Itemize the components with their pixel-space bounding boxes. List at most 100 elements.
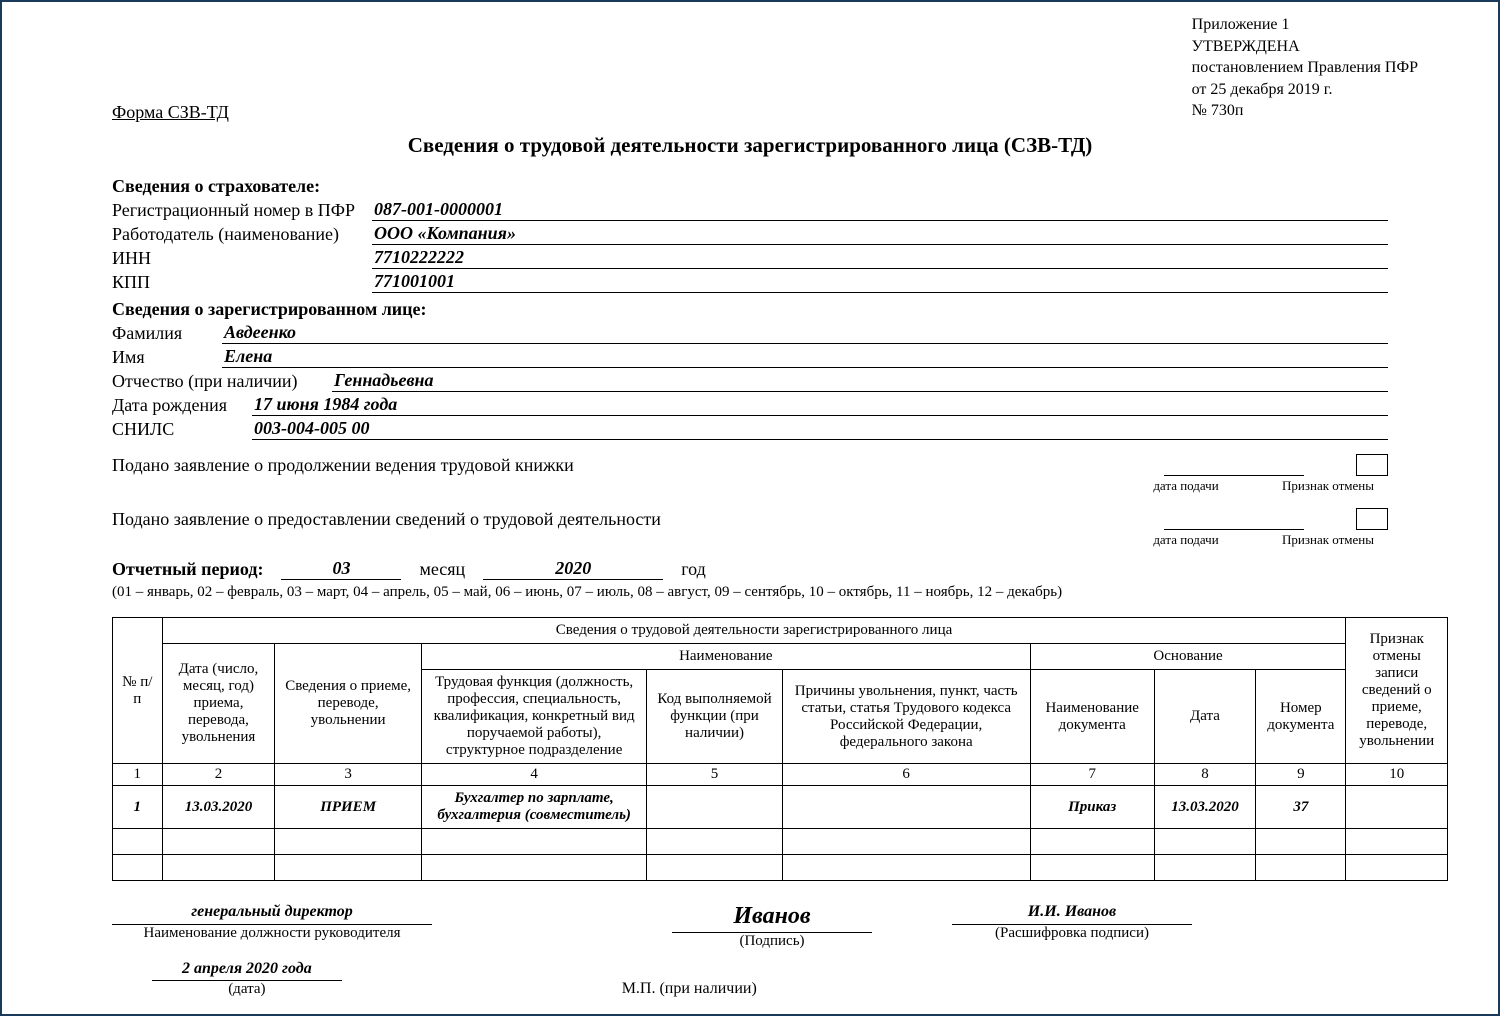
field-label: Имя bbox=[112, 347, 222, 368]
months-note: (01 – январь, 02 – февраль, 03 – март, 0… bbox=[112, 584, 1388, 601]
cell-n: 1 bbox=[113, 786, 163, 829]
declaration-date-caption: дата подачи bbox=[1116, 532, 1256, 548]
declaration-flag-caption: Признак отмены bbox=[1268, 532, 1388, 548]
field-value: ООО «Компания» bbox=[372, 223, 1388, 245]
field-value: Авдеенко bbox=[222, 322, 1388, 344]
col-num: 5 bbox=[647, 764, 782, 786]
field-label: СНИЛС bbox=[112, 419, 252, 440]
field-value: 17 июня 1984 года bbox=[252, 394, 1388, 416]
cell-reason bbox=[782, 786, 1030, 829]
col-header: Сведения о приеме, переводе, увольнении bbox=[275, 644, 422, 764]
field-label: Регистрационный номер в ПФР bbox=[112, 200, 372, 221]
period-year-label: год bbox=[681, 559, 706, 580]
col-header: Дата bbox=[1154, 670, 1255, 764]
document-page: Приложение 1 УТВЕРЖДЕНА постановлением П… bbox=[0, 0, 1500, 1016]
col-header: Признак отмены записи сведений о приеме,… bbox=[1346, 618, 1448, 764]
declaration-block: Подано заявление о предоставлении сведен… bbox=[112, 508, 1388, 548]
col-header: Наименование документа bbox=[1030, 670, 1154, 764]
cell-kind: ПРИЕМ bbox=[275, 786, 422, 829]
col-num: 7 bbox=[1030, 764, 1154, 786]
col-num: 6 bbox=[782, 764, 1030, 786]
cell-doc-num: 37 bbox=[1256, 786, 1346, 829]
field-label: ИНН bbox=[112, 248, 372, 269]
footer-date-cap: (дата) bbox=[152, 981, 342, 998]
declaration-flag-caption: Признак отмены bbox=[1268, 478, 1388, 494]
declaration-block: Подано заявление о продолжении ведения т… bbox=[112, 454, 1388, 494]
field-row: ИНН 7710222222 bbox=[112, 247, 1388, 269]
signature-sign: Иванов bbox=[672, 903, 872, 933]
cell-doc-date: 13.03.2020 bbox=[1154, 786, 1255, 829]
col-num: 9 bbox=[1256, 764, 1346, 786]
signature-sign-cap: (Подпись) bbox=[672, 933, 872, 950]
col-num: 2 bbox=[162, 764, 275, 786]
person-head: Сведения о зарегистрированном лице: bbox=[112, 299, 1388, 320]
col-header: № п/п bbox=[113, 618, 163, 764]
cell-doc: Приказ bbox=[1030, 786, 1154, 829]
table-row-empty bbox=[113, 829, 1448, 855]
signature-position-cap: Наименование должности руководителя bbox=[112, 925, 432, 942]
field-row: Работодатель (наименование) ООО «Компани… bbox=[112, 223, 1388, 245]
field-label: КПП bbox=[112, 272, 372, 293]
num-row: 1 2 3 4 5 6 7 8 9 10 bbox=[113, 764, 1448, 786]
signature-position: генеральный директор bbox=[112, 903, 432, 925]
field-row: Имя Елена bbox=[112, 346, 1388, 368]
field-row: Отчество (при наличии) Геннадьевна bbox=[112, 370, 1388, 392]
cell-date: 13.03.2020 bbox=[162, 786, 275, 829]
field-label: Дата рождения bbox=[112, 395, 252, 416]
approval-block: Приложение 1 УТВЕРЖДЕНА постановлением П… bbox=[1192, 14, 1418, 122]
approval-l5: № 730п bbox=[1192, 100, 1418, 122]
declaration-cancel-checkbox[interactable] bbox=[1356, 508, 1388, 530]
insurer-head: Сведения о страхователе: bbox=[112, 176, 1388, 197]
period-label: Отчетный период: bbox=[112, 559, 263, 580]
footer-mp: М.П. (при наличии) bbox=[622, 980, 757, 998]
field-row: Дата рождения 17 июня 1984 года bbox=[112, 394, 1388, 416]
col-num: 8 bbox=[1154, 764, 1255, 786]
work-activity-table: № п/п Сведения о трудовой деятельности з… bbox=[112, 617, 1448, 881]
signature-name-cap: (Расшифровка подписи) bbox=[952, 925, 1192, 942]
col-header-main: Сведения о трудовой деятельности зарегис… bbox=[162, 618, 1346, 644]
period-month: 03 bbox=[281, 558, 401, 580]
declaration-date-field bbox=[1164, 456, 1304, 476]
col-num: 1 bbox=[113, 764, 163, 786]
field-value: 003-004-005 00 bbox=[252, 418, 1388, 440]
col-header-group: Наименование bbox=[421, 644, 1030, 670]
period-year: 2020 bbox=[483, 558, 663, 580]
declaration-date-caption: дата подачи bbox=[1116, 478, 1256, 494]
field-value: 7710222222 bbox=[372, 247, 1388, 269]
signature-name: И.И. Иванов bbox=[952, 903, 1192, 925]
col-num: 10 bbox=[1346, 764, 1448, 786]
period-row: Отчетный период: 03 месяц 2020 год bbox=[112, 558, 1388, 580]
col-header: Трудовая функция (должность, профессия, … bbox=[421, 670, 646, 764]
cell-cancel bbox=[1346, 786, 1448, 829]
field-row: КПП 771001001 bbox=[112, 271, 1388, 293]
field-value: Елена bbox=[222, 346, 1388, 368]
field-row: Регистрационный номер в ПФР 087-001-0000… bbox=[112, 199, 1388, 221]
col-num: 3 bbox=[275, 764, 422, 786]
field-value: 087-001-0000001 bbox=[372, 199, 1388, 221]
approval-l4: от 25 декабря 2019 г. bbox=[1192, 79, 1418, 101]
footer-date: 2 апреля 2020 года bbox=[152, 960, 342, 981]
table-row-empty bbox=[113, 855, 1448, 881]
period-month-label: месяц bbox=[419, 559, 465, 580]
col-header: Номер документа bbox=[1256, 670, 1346, 764]
field-value: Геннадьевна bbox=[332, 370, 1388, 392]
declaration-cancel-checkbox[interactable] bbox=[1356, 454, 1388, 476]
signature-row: генеральный директор Наименование должно… bbox=[112, 903, 1468, 950]
field-label: Отчество (при наличии) bbox=[112, 371, 332, 392]
cell-func: Бухгалтер по зарплате, бухгалтерия (совм… bbox=[421, 786, 646, 829]
field-label: Фамилия bbox=[112, 323, 222, 344]
cell-code bbox=[647, 786, 782, 829]
approval-l2: УТВЕРЖДЕНА bbox=[1192, 36, 1418, 58]
col-header-group: Основание bbox=[1030, 644, 1346, 670]
col-num: 4 bbox=[421, 764, 646, 786]
footer-row: 2 апреля 2020 года (дата) М.П. (при нали… bbox=[152, 960, 1468, 998]
col-header: Код выполняемой функции (при наличии) bbox=[647, 670, 782, 764]
approval-l3: постановлением Правления ПФР bbox=[1192, 57, 1418, 79]
declaration-text: Подано заявление о продолжении ведения т… bbox=[112, 455, 1152, 476]
field-row: СНИЛС 003-004-005 00 bbox=[112, 418, 1388, 440]
table-row: 1 13.03.2020 ПРИЕМ Бухгалтер по зарплате… bbox=[113, 786, 1448, 829]
declaration-date-field bbox=[1164, 510, 1304, 530]
field-value: 771001001 bbox=[372, 271, 1388, 293]
col-header: Дата (число, месяц, год) приема, перевод… bbox=[162, 644, 275, 764]
field-label: Работодатель (наименование) bbox=[112, 224, 372, 245]
